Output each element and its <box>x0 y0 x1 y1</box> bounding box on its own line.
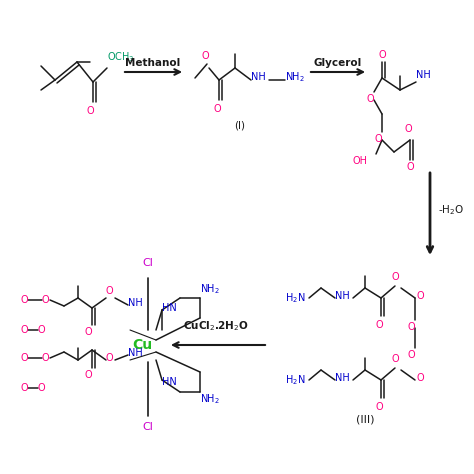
Text: O: O <box>84 370 92 380</box>
Text: O: O <box>201 51 209 61</box>
Text: O: O <box>20 295 27 305</box>
Text: Cl: Cl <box>143 258 154 268</box>
Text: NH: NH <box>128 298 143 308</box>
Text: O: O <box>374 134 382 144</box>
Text: O: O <box>42 295 50 305</box>
Text: Methanol: Methanol <box>126 58 181 68</box>
Text: O: O <box>20 383 27 393</box>
Text: NH: NH <box>335 291 350 301</box>
Text: HN: HN <box>162 303 177 313</box>
Text: NH$_2$: NH$_2$ <box>285 70 305 84</box>
Text: NH$_2$: NH$_2$ <box>200 282 220 296</box>
Text: O: O <box>417 291 425 301</box>
Text: OCH$_3$: OCH$_3$ <box>107 50 135 64</box>
Text: NH: NH <box>128 348 143 358</box>
Text: HN: HN <box>162 377 177 387</box>
Text: O: O <box>375 320 383 330</box>
Text: O: O <box>366 94 374 104</box>
Text: O: O <box>20 353 27 363</box>
Text: NH$_2$: NH$_2$ <box>200 392 220 406</box>
Text: H$_2$N: H$_2$N <box>285 291 305 305</box>
Text: O: O <box>417 373 425 383</box>
Text: O: O <box>86 106 94 116</box>
Text: O: O <box>42 353 50 363</box>
Text: O: O <box>391 272 399 282</box>
Text: (I): (I) <box>235 120 246 130</box>
Text: O: O <box>106 353 114 363</box>
Text: OH: OH <box>353 156 368 166</box>
Text: H$_2$N: H$_2$N <box>285 373 305 387</box>
Text: NH: NH <box>416 70 431 80</box>
Text: (III): (III) <box>356 415 374 425</box>
Text: Cl: Cl <box>143 422 154 432</box>
Text: O: O <box>38 325 46 335</box>
Text: -H$_2$O: -H$_2$O <box>438 203 464 217</box>
Text: O: O <box>378 50 386 60</box>
Text: O: O <box>407 322 415 332</box>
Text: O: O <box>84 327 92 337</box>
Text: O: O <box>391 354 399 364</box>
Text: O: O <box>106 286 114 296</box>
Text: O: O <box>38 383 46 393</box>
Text: Cu: Cu <box>132 338 152 352</box>
Text: NH: NH <box>335 373 350 383</box>
Text: O: O <box>213 104 221 114</box>
Text: NH: NH <box>251 72 266 82</box>
Text: O: O <box>407 350 415 360</box>
Text: O: O <box>404 124 412 134</box>
Text: O: O <box>20 325 27 335</box>
Text: O: O <box>406 162 414 172</box>
Text: CuCl$_2$.2H$_2$O: CuCl$_2$.2H$_2$O <box>183 319 249 333</box>
Text: Glycerol: Glycerol <box>314 58 362 68</box>
Text: O: O <box>375 402 383 412</box>
